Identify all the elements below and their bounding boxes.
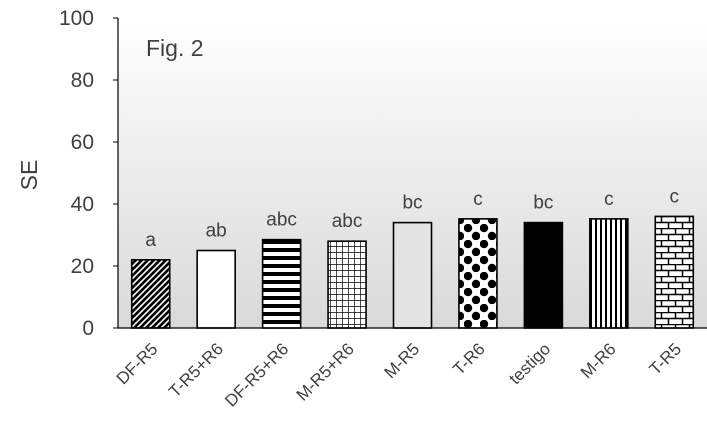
- bar-t-r5: [654, 215, 695, 329]
- x-tick-label: DF-R5: [113, 339, 162, 388]
- y-tick-label: 60: [71, 131, 94, 154]
- bar-m-r5: [392, 221, 433, 329]
- y-tick-label: 40: [71, 193, 94, 216]
- significance-letter: abc: [332, 211, 363, 232]
- bar-df-r5-r6: [261, 238, 302, 329]
- significance-letter: ab: [206, 221, 227, 242]
- bar-testigo: [523, 221, 564, 329]
- bar-m-r6: [589, 218, 629, 329]
- bar-t-r5-r6: [196, 249, 236, 329]
- x-tick-label: T-R5+R6: [165, 339, 227, 401]
- x-tick-label: M-R6: [577, 339, 620, 382]
- y-tick-label: 0: [82, 317, 94, 340]
- y-tick-label: 80: [71, 69, 94, 92]
- significance-letter: a: [145, 230, 156, 251]
- significance-letter: abc: [266, 210, 297, 231]
- significance-letter: c: [604, 189, 614, 210]
- x-tick-label: testigo: [505, 339, 554, 388]
- y-tick-label: 100: [59, 7, 94, 30]
- bar-df-r5: [130, 258, 171, 329]
- significance-letter: c: [473, 189, 483, 210]
- significance-letter: bc: [533, 193, 553, 214]
- bar-m-r5-r6: [327, 240, 367, 329]
- y-tick-label: 20: [71, 255, 94, 278]
- x-tick-label: M-R5: [381, 339, 424, 382]
- x-tick-label: DF-R5+R6: [221, 339, 292, 410]
- x-tick-label: T-R6: [449, 339, 488, 378]
- bar-t-r6: [458, 218, 498, 329]
- significance-letter: c: [670, 186, 680, 207]
- x-tick-label: T-R5: [646, 339, 685, 378]
- figure-label: Fig. 2: [146, 35, 204, 61]
- significance-letter: bc: [402, 193, 422, 214]
- x-tick-label: M-R5+R6: [293, 339, 358, 404]
- y-axis-label: SE: [16, 160, 42, 191]
